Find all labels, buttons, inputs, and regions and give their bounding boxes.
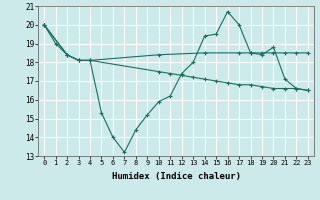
X-axis label: Humidex (Indice chaleur): Humidex (Indice chaleur) — [111, 172, 241, 181]
